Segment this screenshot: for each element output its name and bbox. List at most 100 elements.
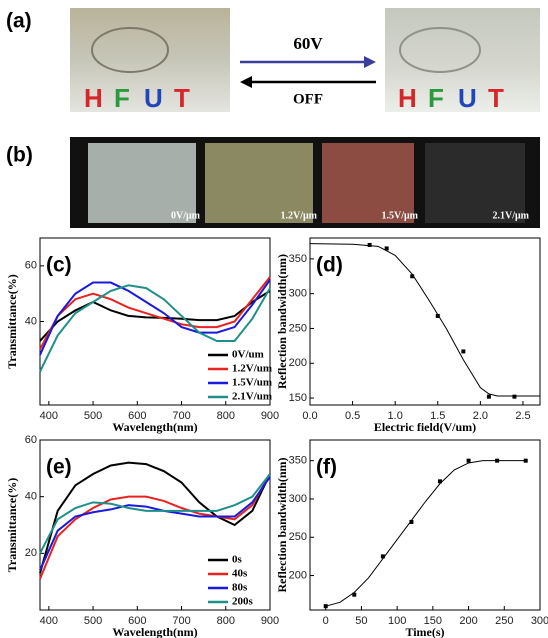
panel-label: (c) <box>46 254 72 277</box>
y-tick-label: 200 <box>289 357 307 369</box>
plot-frame <box>309 439 541 611</box>
legend-label: 1.5V/um <box>232 377 272 389</box>
x-tick-label: 400 <box>40 410 58 422</box>
data-point <box>384 246 389 251</box>
x-tick-label: 2.5 <box>515 410 530 422</box>
line-series <box>39 473 271 580</box>
line-series <box>39 476 271 571</box>
data-point <box>409 519 414 524</box>
x-axis-label: Wavelength(nm) <box>112 420 197 434</box>
y-tick-label: 300 <box>289 288 307 300</box>
panel-label: (b) <box>6 144 33 167</box>
line-series <box>39 461 271 574</box>
data-point <box>438 479 442 484</box>
panel-label: (f) <box>316 456 337 479</box>
y-tick-label: 350 <box>289 455 307 467</box>
x-tick-label: 700 <box>172 410 190 422</box>
y-tick-label: 250 <box>289 531 307 543</box>
x-tick-label: 0 <box>323 615 329 627</box>
x-tick-label: 250 <box>495 615 513 627</box>
legend-label: 200s <box>232 596 254 608</box>
x-axis-label: Time(s) <box>405 625 444 638</box>
data-point <box>380 554 385 559</box>
x-tick-label: 2.0 <box>473 410 488 422</box>
y-axis-label: Transmittance(%) <box>5 274 19 368</box>
photo-label: 2.1V/μm <box>493 210 530 221</box>
data-point <box>495 458 500 463</box>
x-tick-label: 400 <box>40 615 58 627</box>
x-tick-label: 500 <box>84 615 102 627</box>
x-tick-label: 1.0 <box>388 410 403 422</box>
photo-letter: H <box>398 83 417 113</box>
x-tick-label: 0.0 <box>302 410 317 422</box>
y-tick-label: 150 <box>289 392 307 404</box>
y-tick-label: 40 <box>25 491 37 503</box>
panel-label: (a) <box>6 10 32 33</box>
photo-letter: F <box>114 83 130 113</box>
y-axis-label: Reflection bandwidth(nm) <box>275 457 289 592</box>
charts: 400 500 600 700 800 9004060Wavelength(nm)Tran… <box>5 237 548 638</box>
x-tick-label: 50 <box>355 615 367 627</box>
arrow-head <box>364 56 376 68</box>
photo-label: 1.2V/μm <box>281 210 318 221</box>
photo <box>425 143 525 223</box>
x-tick-label: 1.5 <box>430 410 445 422</box>
data-point <box>466 458 471 463</box>
y-axis-label: Reflection bandwidth(nm) <box>275 254 289 389</box>
x-tick-label: 300 <box>531 615 548 627</box>
data-point <box>323 604 328 609</box>
y-axis-label: Transmittance(%) <box>5 478 19 572</box>
x-tick-label: 0.5 <box>345 410 360 422</box>
x-tick-label: 800 <box>217 410 235 422</box>
data-point <box>523 458 528 463</box>
x-tick-label: 900 <box>261 410 279 422</box>
data-point <box>486 394 491 399</box>
x-tick-label: 100 <box>388 615 406 627</box>
y-tick-label: 20 <box>25 547 37 559</box>
legend-label: 1.2V/um <box>232 363 272 375</box>
legend-label: 0V/um <box>232 349 264 361</box>
photo-detail <box>399 27 481 73</box>
x-tick-label: 900 <box>261 615 279 627</box>
y-tick-label: 200 <box>289 569 307 581</box>
y-tick-label: 60 <box>25 260 37 272</box>
x-tick-label: 800 <box>217 615 235 627</box>
data-point <box>367 242 372 247</box>
legend-label: 40s <box>232 568 248 580</box>
line-series <box>39 290 271 342</box>
photo-letter: T <box>488 83 504 113</box>
photo-letter: U <box>458 83 477 113</box>
arrow-head <box>240 76 252 88</box>
data-point <box>435 313 440 318</box>
arrow-label: OFF <box>293 91 323 107</box>
photo <box>385 8 540 112</box>
line-series <box>39 276 271 350</box>
x-axis-label: Electric field(V/um) <box>374 420 476 434</box>
photo-label: 0V/μm <box>171 210 201 221</box>
fit-line <box>309 243 540 397</box>
plot-frame <box>309 237 541 406</box>
data-point <box>410 274 415 279</box>
data-point <box>352 592 357 597</box>
photo-letter: T <box>174 83 190 113</box>
fit-line <box>325 460 526 607</box>
photo-letter: U <box>144 83 163 113</box>
line-series <box>39 284 271 373</box>
legend-label: 80s <box>232 582 248 594</box>
line-series <box>39 473 271 554</box>
photo-detail <box>91 27 169 73</box>
arrow-label: 60V <box>293 34 323 53</box>
x-tick-label: 600 <box>128 410 146 422</box>
photo-letter: H <box>84 83 103 113</box>
plot-frame <box>39 439 271 611</box>
legend-label: 0s <box>232 554 243 566</box>
x-axis-label: Wavelength(nm) <box>112 625 197 638</box>
x-tick-label: 600 <box>128 615 146 627</box>
y-tick-label: 40 <box>25 315 37 327</box>
x-tick-label: 150 <box>424 615 442 627</box>
photo-row: 0V/μm 1.2V/μm 1.5V/μm 2.1V/μm <box>88 143 530 223</box>
photo <box>322 143 414 223</box>
photo-label: 1.5V/μm <box>382 210 419 221</box>
